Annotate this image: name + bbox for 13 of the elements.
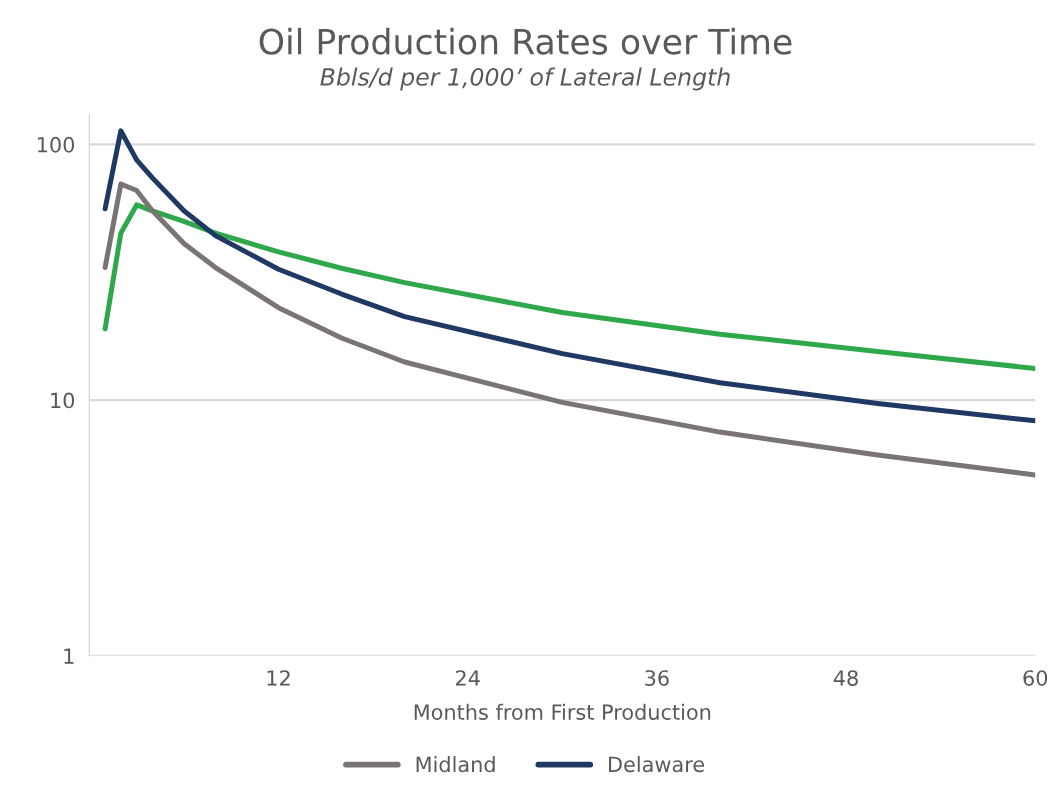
y-tick-label: 10: [51, 392, 75, 409]
x-tick-label: 48: [833, 670, 858, 686]
x-tick-label: 24: [455, 670, 480, 686]
chart-subtitle: Bbls/d per 1,000’ of Lateral Length: [320, 67, 730, 91]
x-axis-title: Months from First Production: [414, 703, 711, 720]
legend-label: Delaware: [609, 756, 705, 773]
legend-label: Midland: [416, 756, 495, 773]
x-tick-label: 60: [1023, 670, 1048, 686]
y-tick-label: 1: [64, 648, 74, 664]
y-tick-label: 100: [37, 136, 75, 153]
chart-title: Oil Production Rates over Time: [259, 27, 792, 55]
x-tick-label: 12: [267, 670, 290, 686]
x-tick-label: 36: [645, 670, 669, 686]
